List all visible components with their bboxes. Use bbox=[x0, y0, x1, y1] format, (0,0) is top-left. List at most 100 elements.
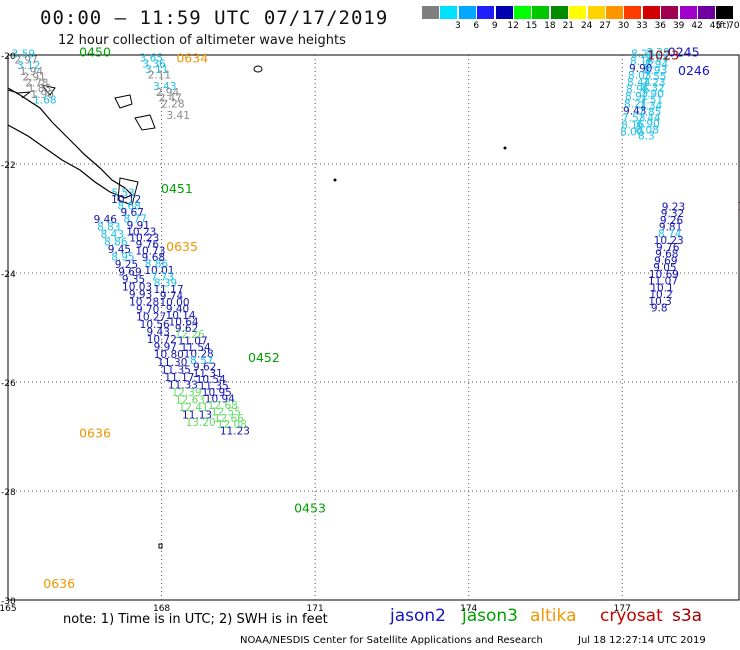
wave-height-value: 12.55 bbox=[211, 406, 241, 418]
wave-height-value: 10.12 bbox=[111, 194, 141, 206]
legend-label: 6 bbox=[473, 21, 480, 31]
wave-height-value: 7.73 bbox=[151, 271, 174, 283]
legend-swatch bbox=[679, 6, 697, 19]
page-title: 00:00 – 11:59 UTC 07/17/2019 bbox=[40, 7, 389, 29]
wave-height-value: 9.69 bbox=[654, 255, 677, 267]
pass-timestamp: 0634 bbox=[176, 51, 208, 66]
wave-height-value: 10.23 bbox=[126, 226, 156, 238]
wave-height-value: 10.64 bbox=[169, 316, 199, 328]
wave-height-value: 8.64 bbox=[646, 53, 670, 65]
wave-height-value: 10.95 bbox=[202, 387, 232, 399]
wave-height-value: 9.97 bbox=[154, 342, 177, 354]
wave-height-value: 2.78 bbox=[25, 77, 48, 89]
new-caledonia-coastline bbox=[7, 87, 134, 199]
wave-height-value: 9.43 bbox=[147, 327, 170, 339]
wave-height-value: 7.34 bbox=[639, 101, 663, 113]
wave-height-value: 11.54 bbox=[181, 342, 211, 354]
wave-height-value: 5.53 bbox=[111, 188, 134, 200]
note-text: note: 1) Time is in UTC; 2) SWH is in fe… bbox=[63, 612, 328, 627]
wave-height-value: 8.3 bbox=[638, 130, 655, 142]
wave-height-value: 8.00 bbox=[620, 127, 643, 139]
legend-label: 33 bbox=[636, 21, 648, 31]
legend-label: 18 bbox=[544, 21, 556, 31]
wave-height-value: 8.57 bbox=[190, 355, 213, 367]
island-outline bbox=[117, 177, 139, 206]
pass-timestamp: 0246 bbox=[678, 63, 710, 78]
wave-height-value: 1.83 bbox=[28, 83, 51, 95]
wave-height-value: 11.07 bbox=[178, 336, 208, 348]
pass-timestamp: 0451 bbox=[161, 181, 193, 196]
wave-height-value: 3.41 bbox=[167, 110, 190, 122]
wave-height-value: 10.23 bbox=[129, 233, 159, 245]
page-subtitle: 12 hour collection of altimeter wave hei… bbox=[58, 33, 346, 48]
wave-height-value: 12.68 bbox=[208, 400, 238, 412]
wave-height-value: 10.01 bbox=[144, 265, 174, 277]
wave-height-value: 8.16 bbox=[630, 56, 654, 68]
satellite-s3a: s3a bbox=[672, 606, 703, 626]
wave-height-value: 8.08 bbox=[636, 124, 659, 136]
wave-height-value: 2.47 bbox=[158, 93, 181, 105]
wave-height-value: 9.74 bbox=[160, 291, 184, 303]
lon-label: 174 bbox=[460, 604, 477, 614]
wave-height-value: 10.69 bbox=[649, 269, 679, 281]
legend-label: 45 bbox=[709, 21, 722, 31]
legend-label: 15 bbox=[525, 21, 538, 31]
wave-height-value: 7.55 bbox=[643, 71, 666, 83]
wave-height-value: 1.94 bbox=[20, 66, 44, 78]
wave-height-value: 1.68 bbox=[33, 95, 56, 107]
wave-height-value: 9.68 bbox=[142, 252, 165, 264]
wave-height-value: 8.32 bbox=[641, 83, 664, 95]
wave-height-value: 8.16 bbox=[621, 120, 645, 132]
wave-height-value: 8.95 bbox=[111, 251, 134, 263]
lat-label: -30 bbox=[1, 597, 16, 607]
wave-height-value: 9.43 bbox=[623, 105, 646, 117]
legend-label: 3 bbox=[455, 21, 461, 31]
wave-height-value: 9.32 bbox=[661, 208, 684, 220]
wave-height-value: 8.39 bbox=[154, 278, 177, 290]
legend-label: 30 bbox=[617, 21, 630, 31]
legend-label: 39 bbox=[672, 21, 685, 31]
wave-height-value: 9.05 bbox=[653, 262, 676, 274]
wave-height-value: 8.92 bbox=[625, 91, 648, 103]
wave-height-value: 3.11 bbox=[145, 64, 168, 76]
wave-height-value: 9.26 bbox=[660, 215, 684, 227]
lat-label: -24 bbox=[1, 270, 16, 280]
wave-height-value: 10.23 bbox=[654, 235, 684, 247]
pass-timestamp: 0245 bbox=[668, 45, 700, 60]
wave-height-value: 11.07 bbox=[648, 276, 678, 288]
island-dot bbox=[333, 178, 337, 182]
wave-height-value: 8.83 bbox=[97, 221, 120, 233]
pass-timestamp: 0450 bbox=[79, 45, 111, 60]
wave-height-value: 10.14 bbox=[166, 310, 196, 322]
island-dot bbox=[503, 146, 507, 150]
satellite-cryosat: cryosat bbox=[600, 606, 663, 626]
legend-swatch bbox=[477, 6, 495, 19]
wave-height-value: 8.77 bbox=[124, 213, 147, 225]
wave-height-value: 12.66 bbox=[214, 413, 244, 425]
wave-height-value: 9.90 bbox=[629, 63, 652, 75]
island-outline bbox=[114, 94, 133, 109]
wave-height-value: 3.65 bbox=[140, 53, 163, 65]
legend-label: 27 bbox=[599, 21, 611, 31]
wave-height-value: 2.91 bbox=[22, 72, 45, 84]
legend-swatch bbox=[550, 6, 568, 19]
legend-swatch bbox=[495, 6, 513, 19]
wave-height-value: 10.3 bbox=[648, 296, 671, 308]
wave-height-value: 11.30 bbox=[157, 357, 187, 369]
legend-swatch bbox=[458, 6, 476, 19]
wave-height-value: 9.70 bbox=[136, 304, 159, 316]
wave-height-value: 13.20 bbox=[186, 417, 216, 429]
pass-timestamp: 0635 bbox=[166, 239, 198, 254]
wave-height-value: 9.25 bbox=[115, 259, 138, 271]
map-frame bbox=[7, 54, 740, 601]
lon-label: 165 bbox=[0, 604, 17, 614]
wave-height-value: 9.8 bbox=[651, 303, 668, 315]
wave-height-value: 8.03 bbox=[628, 70, 651, 82]
legend-swatch bbox=[624, 6, 642, 19]
legend-swatch bbox=[569, 6, 587, 19]
wave-height-value: 9.23 bbox=[662, 201, 685, 213]
wave-height-value: 10.56 bbox=[140, 319, 170, 331]
wave-height-value: 8.43 bbox=[101, 229, 124, 241]
wave-height-value: 11.17 bbox=[164, 372, 194, 384]
